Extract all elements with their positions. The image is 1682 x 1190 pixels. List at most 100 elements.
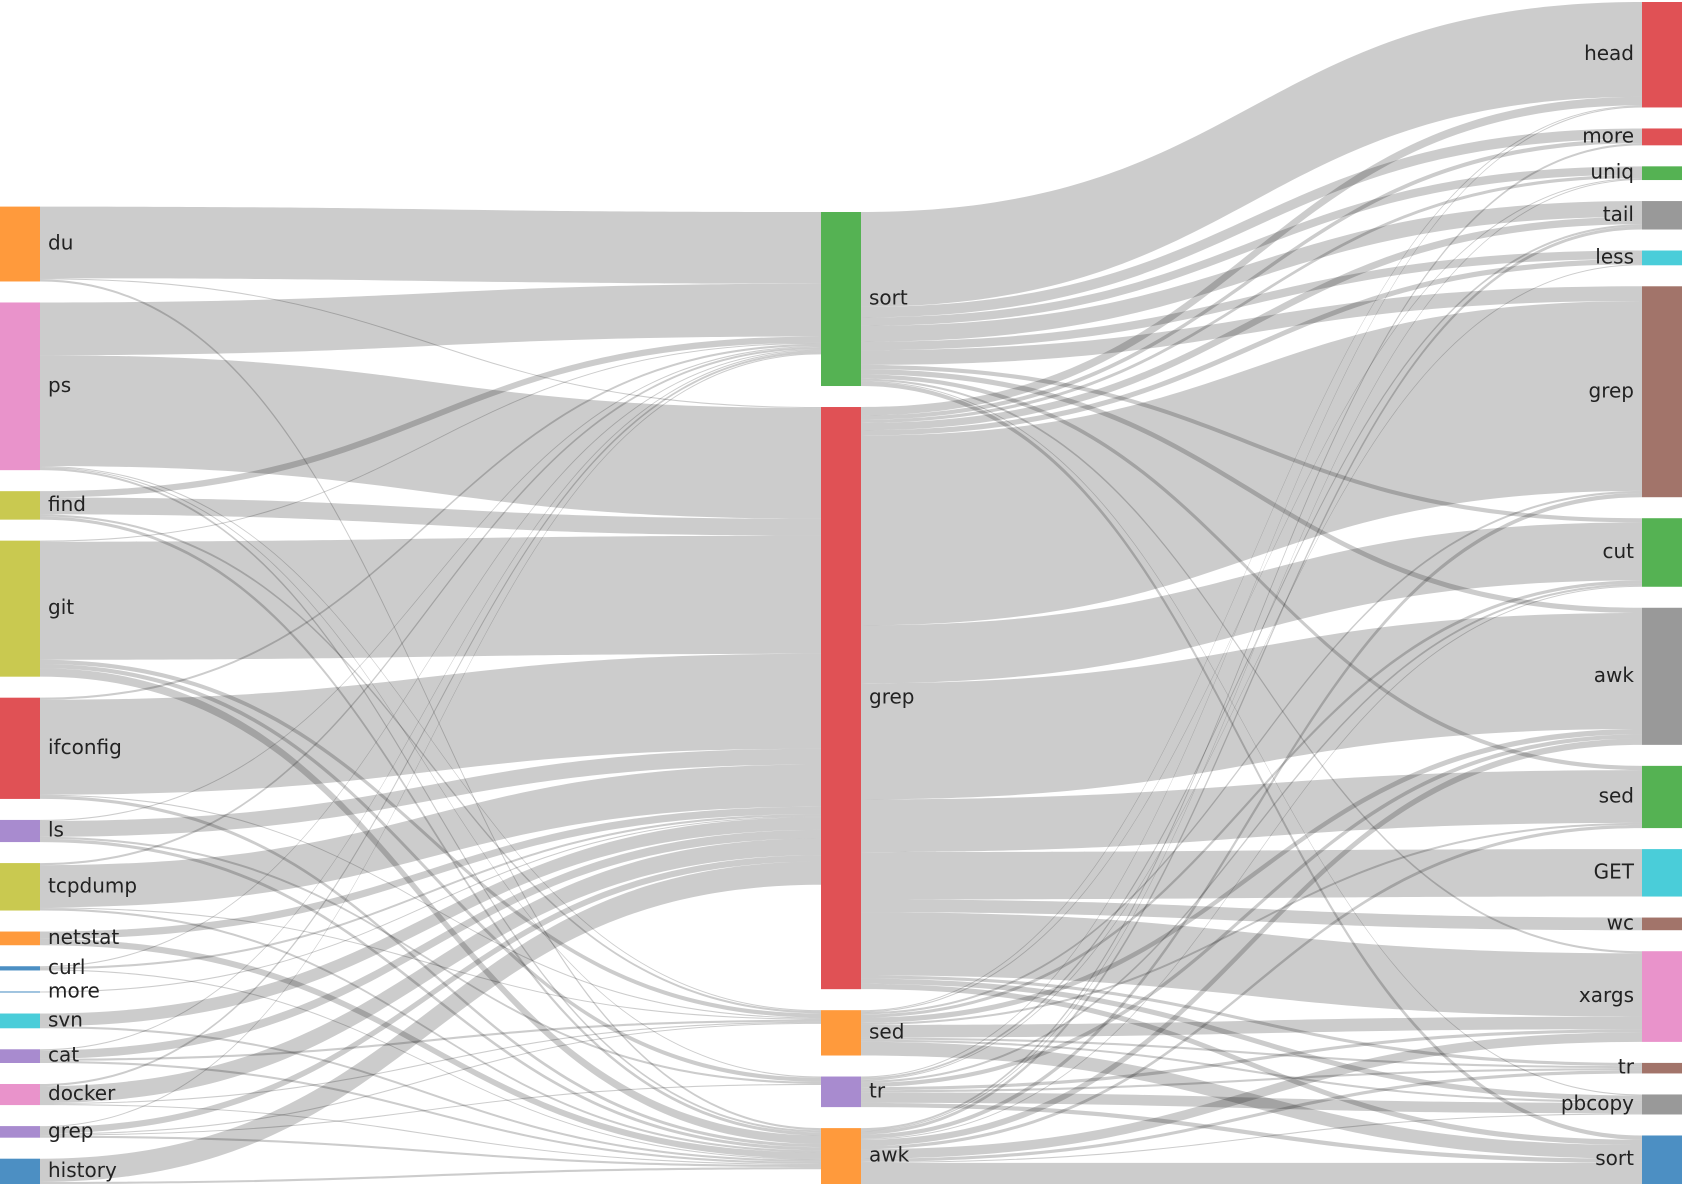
node-label: cut xyxy=(1602,539,1634,563)
link xyxy=(40,1021,821,1105)
link xyxy=(861,583,1642,1083)
node-label: ls xyxy=(48,818,64,842)
link xyxy=(861,143,1642,1131)
node xyxy=(0,1158,40,1184)
link xyxy=(861,166,1642,326)
link xyxy=(40,748,821,837)
link xyxy=(40,829,821,1059)
node-label: history xyxy=(48,1158,117,1182)
link xyxy=(40,836,821,1084)
node xyxy=(0,206,40,282)
node xyxy=(1642,951,1682,1042)
node xyxy=(0,697,40,799)
node-label: netstat xyxy=(48,925,119,949)
link xyxy=(40,514,821,1014)
node xyxy=(1642,765,1682,829)
node-label: curl xyxy=(48,955,85,979)
link xyxy=(40,343,821,700)
link xyxy=(40,516,821,1136)
node-label: awk xyxy=(1594,663,1635,687)
node xyxy=(1642,201,1682,230)
link xyxy=(861,522,1642,684)
link xyxy=(40,336,821,498)
node-label: more xyxy=(48,978,100,1002)
node-label: awk xyxy=(869,1143,910,1167)
link xyxy=(40,814,821,970)
node-label: git xyxy=(48,595,74,619)
link xyxy=(861,978,1642,1101)
node-label: sed xyxy=(869,1019,904,1043)
link xyxy=(861,1068,1642,1093)
link xyxy=(861,258,1642,436)
link xyxy=(861,729,1642,1023)
link xyxy=(861,224,1642,1080)
link xyxy=(40,278,821,409)
link xyxy=(861,613,1642,800)
link xyxy=(861,139,1642,420)
link xyxy=(40,861,821,1182)
link xyxy=(861,226,1642,1135)
node xyxy=(0,931,40,946)
node xyxy=(821,1076,861,1108)
node xyxy=(0,1083,40,1106)
link xyxy=(40,816,821,993)
node-label: more xyxy=(1582,123,1634,147)
link xyxy=(40,908,821,1153)
link xyxy=(861,374,1642,771)
node-label: tail xyxy=(1603,202,1634,226)
node-label: cat xyxy=(48,1043,79,1067)
link xyxy=(40,1104,821,1166)
node xyxy=(0,1013,40,1029)
link xyxy=(40,938,821,1159)
link xyxy=(40,1135,821,1168)
node xyxy=(0,966,40,971)
node-label: sort xyxy=(1595,1146,1634,1170)
link xyxy=(861,250,1642,351)
link xyxy=(40,283,821,356)
link xyxy=(861,1113,1642,1163)
node xyxy=(1642,1062,1682,1074)
node xyxy=(1642,917,1682,931)
link xyxy=(40,349,821,968)
node-label: svn xyxy=(48,1007,83,1031)
link xyxy=(861,1102,1642,1163)
link xyxy=(40,467,821,1078)
link xyxy=(40,668,821,1144)
node xyxy=(1642,286,1682,498)
node-label: sed xyxy=(1599,783,1634,807)
node xyxy=(0,491,40,520)
link xyxy=(861,1037,1642,1069)
node-label: grep xyxy=(869,685,914,709)
node xyxy=(1642,128,1682,146)
node xyxy=(0,991,40,993)
link xyxy=(861,580,1642,1018)
link xyxy=(861,1029,1642,1091)
link xyxy=(40,1022,821,1135)
node-label: head xyxy=(1584,41,1634,65)
links xyxy=(40,2,1642,1184)
node-label: grep xyxy=(1589,378,1634,402)
link xyxy=(861,1016,1642,1038)
node-label: docker xyxy=(48,1081,116,1105)
node xyxy=(1642,607,1682,745)
link xyxy=(40,795,821,1148)
link xyxy=(40,345,821,821)
node xyxy=(821,407,861,990)
link xyxy=(40,497,821,536)
node-label: du xyxy=(48,231,73,255)
node-label: tr xyxy=(1618,1055,1635,1079)
link xyxy=(861,1162,1642,1184)
link xyxy=(861,378,1642,954)
node-label: ps xyxy=(48,373,71,397)
link xyxy=(861,380,1642,1096)
node xyxy=(0,863,40,911)
link xyxy=(861,849,1642,900)
link xyxy=(861,1070,1642,1162)
node xyxy=(0,1049,40,1063)
link xyxy=(40,794,821,1019)
node xyxy=(1642,250,1682,266)
link xyxy=(40,1060,821,1164)
node-label: GET xyxy=(1594,859,1635,883)
link xyxy=(861,364,1642,523)
